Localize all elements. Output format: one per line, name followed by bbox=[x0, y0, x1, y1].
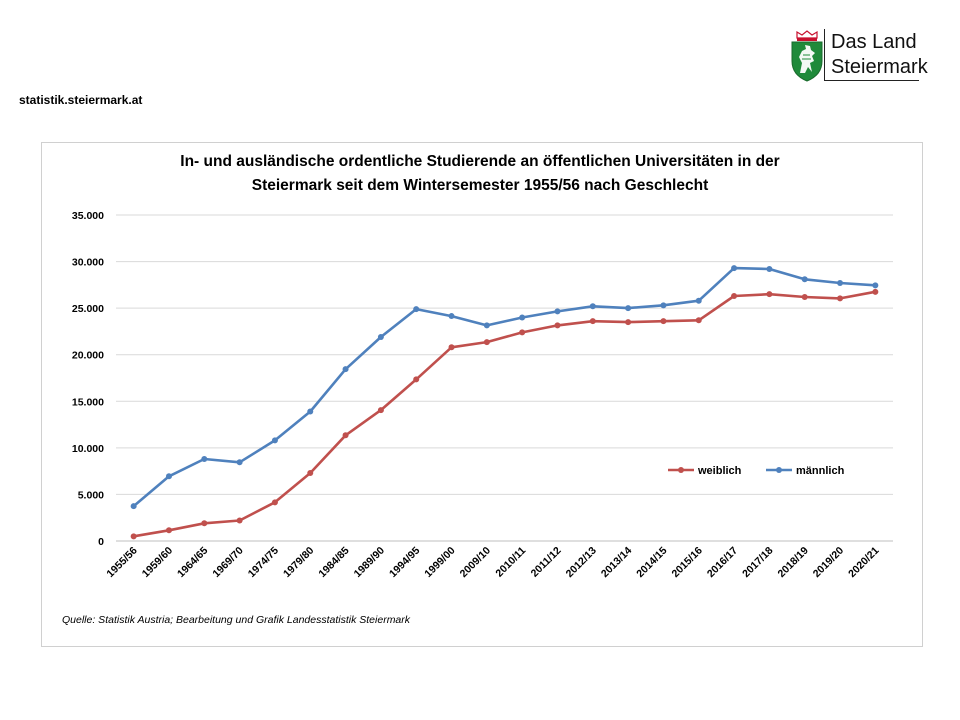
data-point bbox=[448, 313, 455, 320]
data-point bbox=[731, 265, 738, 272]
data-point bbox=[271, 437, 278, 444]
data-point bbox=[625, 305, 632, 312]
data-point bbox=[448, 344, 455, 351]
x-tick-label: 2020/21 bbox=[846, 545, 881, 580]
x-tick-label: 2018/19 bbox=[775, 545, 810, 580]
data-point bbox=[377, 407, 384, 414]
data-point bbox=[236, 459, 243, 466]
x-tick-label: 1974/75 bbox=[246, 545, 281, 580]
y-tick-label: 10.000 bbox=[72, 443, 104, 455]
data-point bbox=[625, 319, 632, 326]
x-tick-label: 2015/16 bbox=[670, 545, 705, 580]
gridlines bbox=[116, 214, 893, 542]
data-point bbox=[130, 533, 137, 540]
logo: Das Land Steiermark bbox=[789, 27, 928, 85]
data-point bbox=[660, 302, 667, 309]
data-point bbox=[695, 297, 702, 304]
data-point bbox=[342, 432, 349, 439]
chart-title: In- und ausländische ordentliche Studier… bbox=[0, 150, 960, 198]
source-note: Quelle: Statistik Austria; Bearbeitung u… bbox=[62, 614, 411, 626]
data-point bbox=[165, 473, 172, 480]
data-point bbox=[342, 366, 349, 373]
y-tick-label: 15.000 bbox=[72, 396, 104, 408]
data-point bbox=[165, 527, 172, 534]
logo-wordmark: Das Land Steiermark bbox=[824, 29, 928, 81]
legend-label: weiblich bbox=[697, 465, 742, 477]
logo-line-1: Das Land bbox=[831, 31, 917, 53]
data-point bbox=[271, 499, 278, 506]
series-line-0 bbox=[133, 290, 876, 538]
x-tick-label: 1959/60 bbox=[140, 545, 175, 580]
y-tick-label: 35.000 bbox=[72, 210, 104, 222]
y-tick-label: 25.000 bbox=[72, 303, 104, 315]
data-point bbox=[519, 314, 526, 321]
data-point bbox=[731, 293, 738, 300]
x-tick-label: 2019/20 bbox=[811, 545, 846, 580]
y-tick-label: 20.000 bbox=[72, 350, 104, 362]
x-tick-label: 2013/14 bbox=[599, 545, 634, 580]
x-tick-label: 2010/11 bbox=[493, 545, 528, 580]
y-tick-label: 5.000 bbox=[78, 489, 104, 501]
data-point bbox=[872, 288, 879, 295]
data-point bbox=[201, 456, 208, 463]
data-point bbox=[307, 470, 314, 477]
data-point bbox=[695, 317, 702, 324]
data-point bbox=[766, 291, 773, 298]
x-tick-label: 2014/15 bbox=[634, 545, 669, 580]
data-point bbox=[130, 503, 137, 510]
chart-title-line-1: In- und ausländische ordentliche Studier… bbox=[180, 153, 780, 170]
legend-swatch-marker bbox=[776, 467, 782, 473]
data-point bbox=[872, 282, 879, 289]
coat-of-arms-icon bbox=[791, 30, 823, 82]
series-line-1 bbox=[132, 266, 876, 508]
x-tick-label: 2011/12 bbox=[529, 545, 564, 580]
x-tick-label: 1979/80 bbox=[281, 545, 316, 580]
x-tick-label: 1955/56 bbox=[104, 545, 139, 580]
data-point bbox=[483, 339, 490, 346]
data-point bbox=[554, 308, 561, 315]
x-tick-label: 1994/95 bbox=[387, 545, 422, 580]
y-axis: 0 5.000 10.000 15.000 20.000 25.000 30.000 35.0… bbox=[72, 210, 104, 548]
site-url[interactable]: statistik.steiermark.at bbox=[19, 93, 143, 107]
data-point bbox=[837, 295, 844, 302]
data-point bbox=[519, 329, 526, 336]
data-point bbox=[589, 303, 596, 310]
chart-title-line-2: Steiermark seit dem Wintersemester 1955/… bbox=[251, 177, 709, 194]
legend-swatch-marker bbox=[678, 467, 684, 473]
legend-label: männlich bbox=[796, 465, 845, 477]
data-point bbox=[413, 306, 420, 313]
data-point bbox=[201, 520, 208, 527]
data-point bbox=[413, 376, 420, 383]
data-point bbox=[307, 408, 314, 415]
x-tick-label: 1999/00 bbox=[422, 545, 457, 580]
legend: weiblich männlich bbox=[668, 465, 845, 477]
x-tick-label: 2009/10 bbox=[458, 545, 493, 580]
data-point bbox=[801, 293, 808, 300]
chart-frame bbox=[41, 142, 923, 647]
data-point bbox=[236, 517, 243, 524]
data-point bbox=[660, 318, 667, 325]
plot-area bbox=[130, 265, 879, 540]
x-tick-label: 2016/17 bbox=[705, 545, 740, 580]
data-point bbox=[801, 276, 808, 283]
data-point bbox=[589, 318, 596, 325]
y-tick-label: 30.000 bbox=[72, 257, 104, 269]
data-point bbox=[554, 322, 561, 329]
x-tick-label: 1989/90 bbox=[352, 545, 387, 580]
x-tick-label: 2017/18 bbox=[740, 545, 775, 580]
x-axis: 1955/56 1959/60 1964/65 1969/70 1974/75 1979/… bbox=[104, 545, 881, 580]
data-point bbox=[837, 279, 844, 286]
logo-line-2: Steiermark bbox=[831, 56, 928, 78]
data-point bbox=[766, 266, 773, 273]
x-tick-label: 1984/85 bbox=[316, 545, 351, 580]
data-point bbox=[377, 334, 384, 341]
data-point bbox=[483, 322, 490, 329]
x-tick-label: 1964/65 bbox=[175, 545, 210, 580]
x-tick-label: 2012/13 bbox=[564, 545, 599, 580]
x-tick-label: 1969/70 bbox=[210, 545, 245, 580]
y-tick-label: 0 bbox=[98, 536, 104, 548]
